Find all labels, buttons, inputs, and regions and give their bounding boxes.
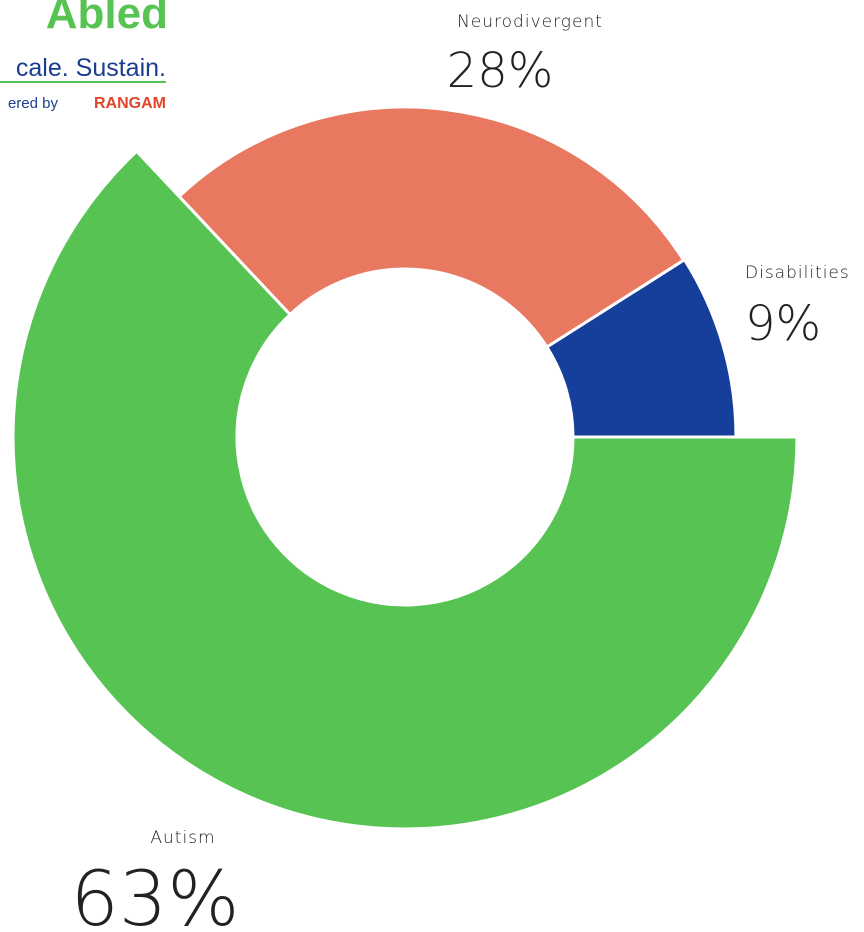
value-label: 28% — [447, 43, 554, 99]
logo-powered: ered by — [8, 95, 59, 112]
donut-segment — [11, 149, 799, 831]
value-label: 63% — [71, 854, 240, 932]
logo-tagline: cale. Sustain. — [16, 54, 166, 82]
category-label: Neurodivergent — [457, 12, 603, 32]
logo-company: RANGAM — [94, 95, 166, 112]
logo-brand: Abled — [46, 0, 168, 38]
donut-segment — [176, 105, 686, 350]
logo: Abled cale. Sustain. ered by RANGAM — [0, 0, 168, 112]
category-label: Disabilities — [745, 263, 850, 283]
category-label: Autism — [150, 828, 215, 848]
value-label: 9% — [745, 296, 821, 352]
